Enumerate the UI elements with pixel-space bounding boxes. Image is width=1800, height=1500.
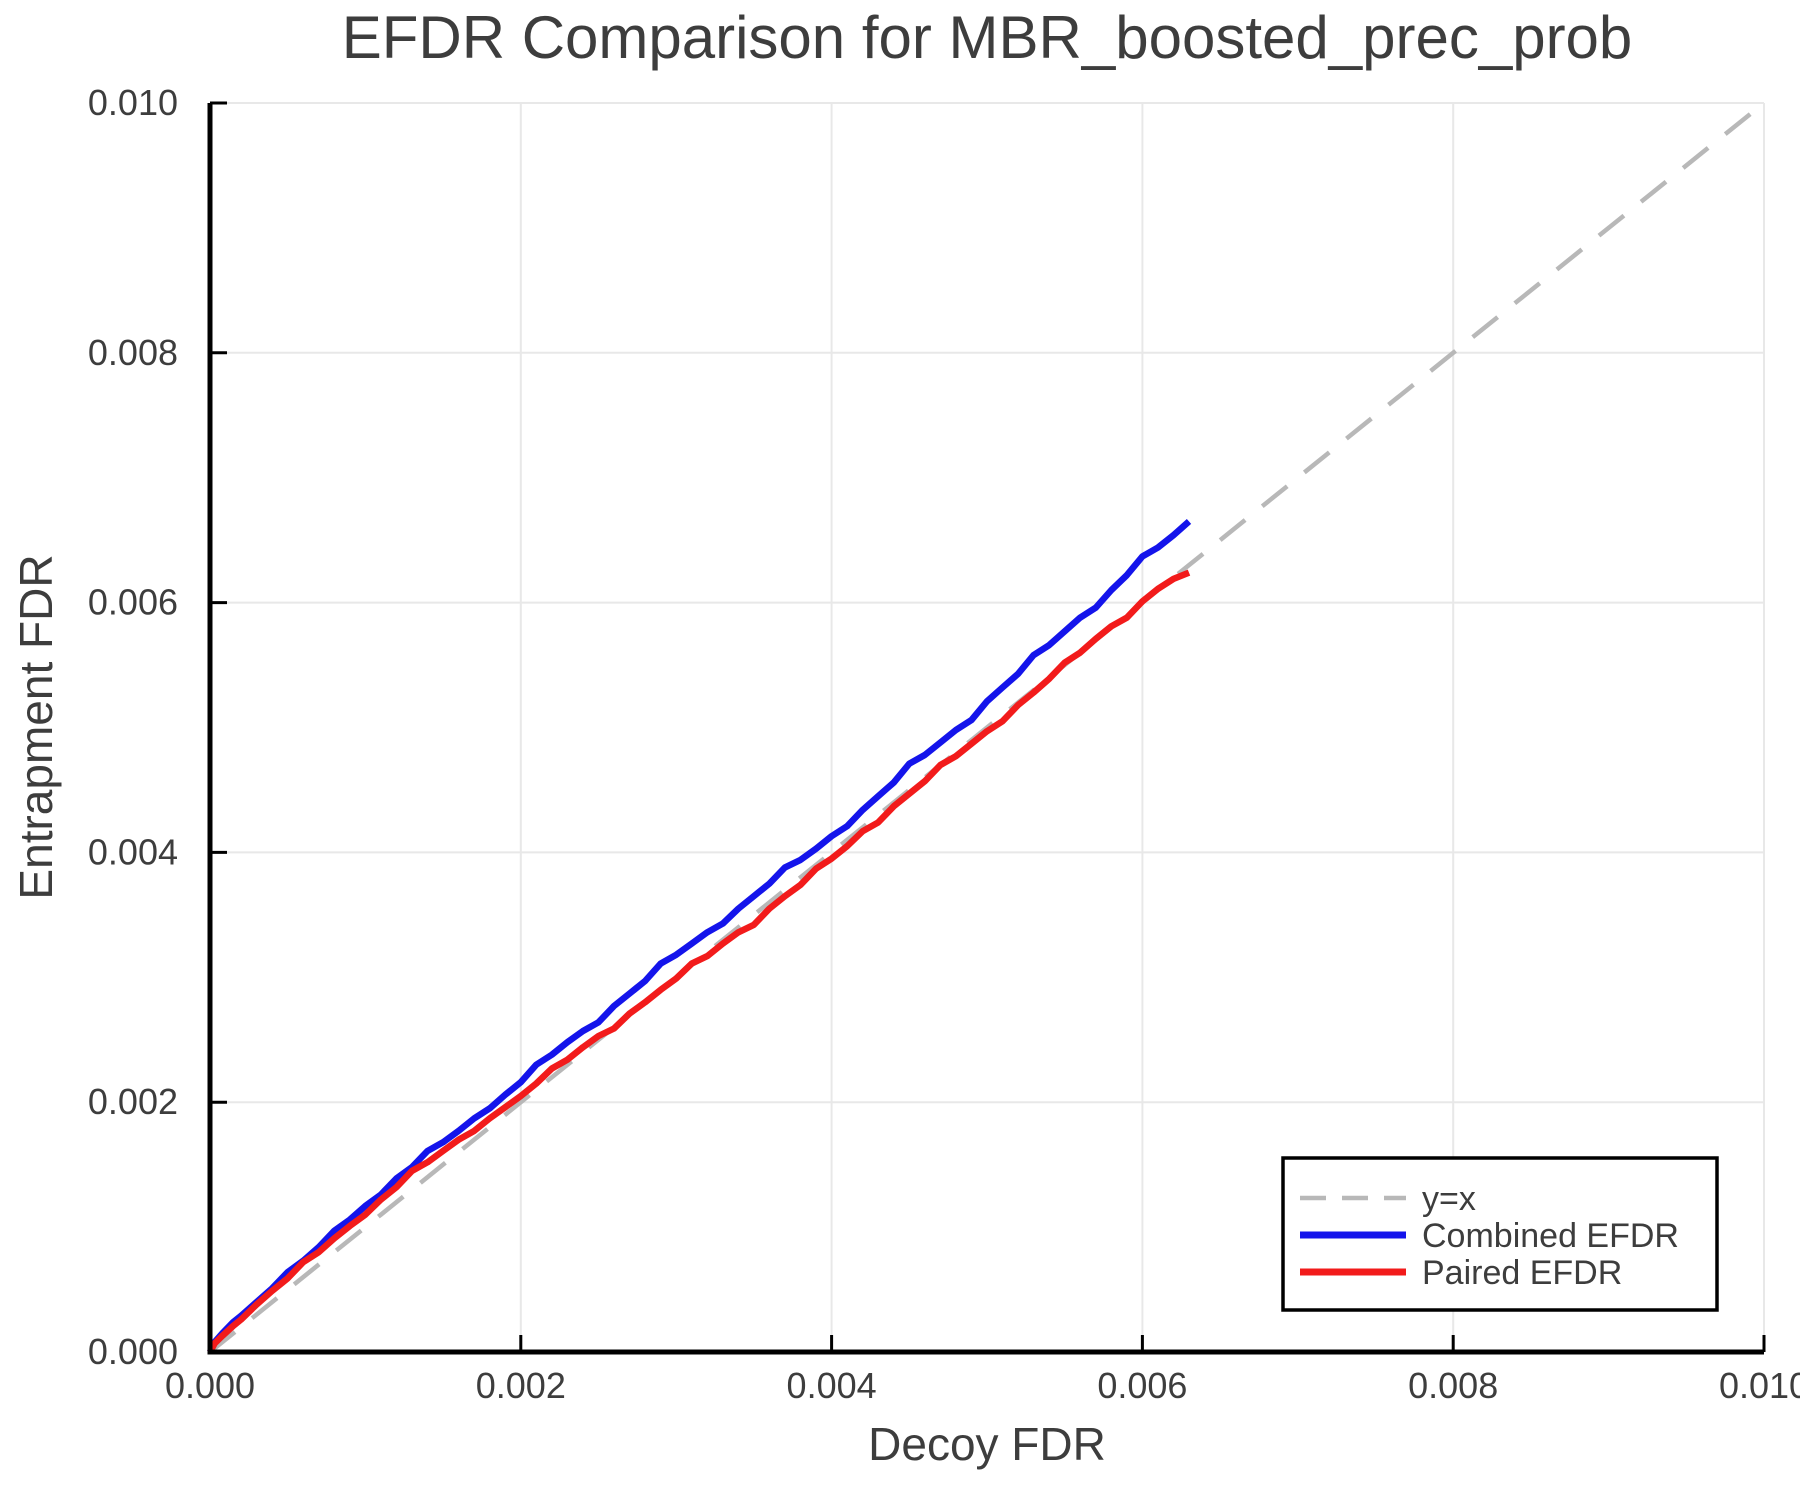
y-axis-label: Entrapment FDR [10, 554, 62, 899]
tick-labels: 0.000 0.002 0.004 0.006 0.008 0.010 0.000 0.002… [88, 82, 1800, 1406]
y-tick-label: 0.002 [88, 1081, 178, 1122]
legend-label: Paired EFDR [1422, 1254, 1622, 1292]
y-tick-label: 0.008 [88, 332, 178, 373]
y-tick-label: 0.010 [88, 82, 178, 123]
chart-title: EFDR Comparison for MBR_boosted_prec_pro… [342, 4, 1633, 71]
x-tick-label: 0.002 [476, 1365, 566, 1406]
series-line-paired-efdr [207, 569, 1191, 1354]
y-tick-label: 0.004 [88, 831, 178, 872]
series-line-combined-efdr [207, 518, 1192, 1354]
legend-label: Combined EFDR [1422, 1217, 1679, 1255]
x-tick-label: 0.000 [165, 1365, 255, 1406]
legend-label: y=x [1422, 1180, 1476, 1218]
y-tick-label: 0.006 [88, 582, 178, 623]
x-axis-label: Decoy FDR [868, 1418, 1106, 1470]
axes-spines-ticks [207, 101, 1766, 1355]
x-tick-label: 0.006 [1097, 1365, 1187, 1406]
x-tick-label: 0.010 [1719, 1365, 1800, 1406]
series-lines [207, 101, 1766, 1354]
y-tick-label: 0.000 [88, 1331, 178, 1372]
x-tick-label: 0.004 [787, 1365, 877, 1406]
x-tick-label: 0.008 [1408, 1365, 1498, 1406]
